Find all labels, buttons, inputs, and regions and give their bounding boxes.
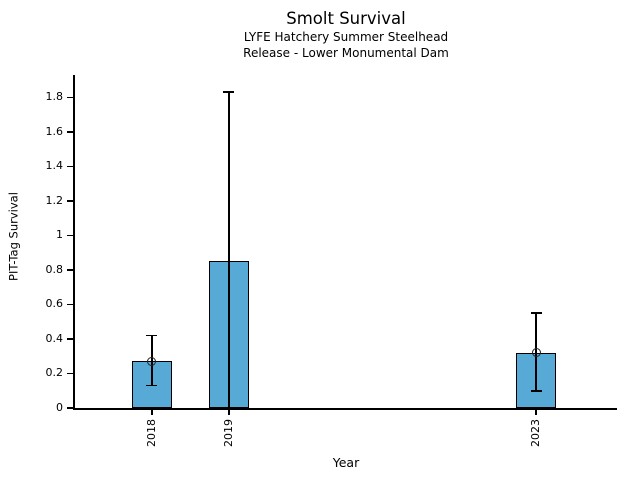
error-cap-high-2018 (146, 334, 158, 337)
y-tick-label: 1.8 (45, 90, 64, 104)
y-tick-label: 0.4 (45, 331, 64, 345)
error-cap-low-2023 (530, 389, 542, 392)
error-cap-high-2023 (530, 312, 542, 314)
y-tick-mark (67, 165, 74, 168)
y-tick-mark (67, 269, 74, 271)
point-marker-2023 (531, 348, 541, 358)
y-tick-mark (67, 234, 74, 237)
x-axis-label: Year (332, 455, 360, 470)
chart-title: Smolt Survival (286, 9, 406, 28)
y-tick-label: 0.2 (45, 366, 64, 380)
y-tick-label: 0 (56, 401, 63, 414)
x-axis-spine (73, 408, 617, 410)
y-tick-label: 1.2 (45, 193, 64, 207)
y-tick-label: 0.6 (45, 297, 64, 311)
error-bar-2019 (227, 92, 230, 408)
y-tick-mark (67, 96, 74, 99)
y-tick-label: 1 (56, 228, 63, 242)
y-axis-spine (73, 75, 75, 410)
point-marker-2018 (147, 356, 157, 366)
y-tick-mark (67, 131, 74, 133)
y-tick-mark (67, 407, 74, 409)
y-tick-label: 1.4 (45, 159, 64, 173)
y-tick-mark (67, 303, 74, 306)
error-cap-low-2018 (146, 384, 158, 387)
x-tick-mark (227, 409, 230, 415)
x-tick-label: 2019 (221, 419, 235, 447)
x-tick-label: 2023 (529, 419, 543, 447)
x-tick-mark (151, 409, 153, 415)
x-tick-label: 2018 (144, 419, 158, 447)
plot-area: 0 0.2 0.4 0.6 0.8 1 1.2 1.4 1.6 1.8 2018 2019 2023 (46, 75, 617, 447)
chart-subtitle-line1: LYFE Hatchery Summer Steelhead (243, 30, 449, 44)
chart-subtitle-line2: Release - Lower Monumental Dam (243, 46, 449, 60)
y-tick-mark (67, 372, 74, 375)
chart-header: Smolt Survival LYFE Hatchery Summer Stee… (75, 8, 617, 61)
y-tick-mark (67, 200, 74, 202)
y-tick-mark (67, 338, 74, 340)
y-tick-label: 0.8 (45, 262, 64, 276)
x-tick-mark (535, 409, 538, 415)
y-tick-label: 1.6 (45, 124, 64, 138)
error-cap-high-2019 (223, 91, 235, 94)
